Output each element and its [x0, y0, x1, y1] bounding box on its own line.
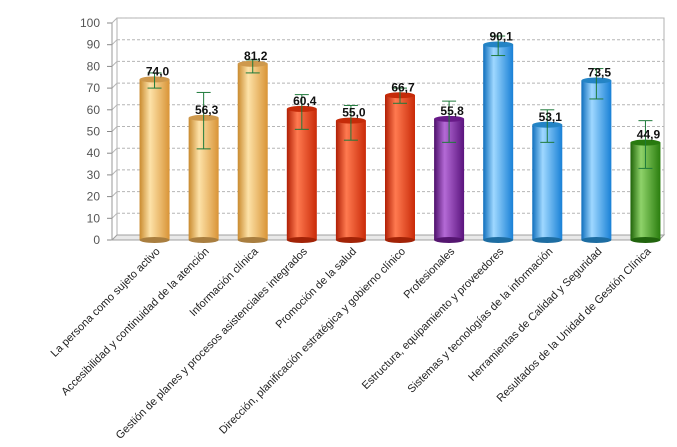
x-tick-label: Promoción de la salud: [274, 246, 359, 331]
x-tick-label: Profesionales: [402, 245, 458, 301]
gridline-depth: [111, 82, 118, 89]
bar-base: [286, 237, 317, 243]
bar-base: [237, 237, 268, 243]
y-tick-label: 100: [80, 16, 100, 30]
y-tick-label: 20: [87, 190, 101, 204]
bar-body: [483, 44, 514, 240]
bar: [286, 105, 317, 243]
bar-base: [188, 237, 219, 243]
error-bar: [245, 59, 260, 74]
data-label: 56,3: [195, 103, 219, 117]
error-bar: [343, 104, 358, 141]
bar-base: [434, 237, 465, 243]
gridline-depth: [111, 61, 118, 67]
gridline-depth: [111, 147, 118, 154]
data-label: 90,1: [490, 29, 514, 43]
bar: [581, 77, 612, 243]
data-label: 53,1: [539, 110, 563, 124]
error-bar: [147, 72, 162, 89]
gridline-depth: [111, 104, 118, 111]
y-tick-label: 40: [87, 146, 101, 160]
bar-body: [286, 108, 317, 240]
bar-body: [532, 124, 563, 240]
bar: [532, 121, 563, 243]
bar-body: [581, 80, 612, 240]
data-label: 55,0: [342, 106, 366, 120]
gridline-depth: [111, 212, 118, 219]
bar-base: [139, 237, 170, 243]
data-label: 44,9: [637, 128, 661, 142]
data-label: 66,7: [391, 80, 415, 94]
x-axis-labels: La persona como sujeto activoAccesibilid…: [49, 245, 655, 442]
data-label: 73,5: [588, 66, 612, 80]
y-tick-label: 90: [87, 38, 101, 52]
y-tick-label: 10: [87, 211, 101, 225]
error-bar: [638, 120, 653, 169]
data-label: 81,2: [244, 49, 268, 63]
bar: [139, 76, 170, 243]
y-tick-label: 50: [87, 125, 101, 139]
error-bar: [589, 68, 604, 100]
y-tick-label: 0: [93, 233, 100, 247]
data-label: 74,0: [146, 64, 170, 78]
bar-base: [483, 237, 514, 243]
y-tick-label: 30: [87, 168, 101, 182]
gridline-depth: [111, 191, 118, 197]
error-bar: [196, 91, 211, 150]
bar-body: [139, 79, 170, 240]
bars: [139, 41, 661, 243]
gridline-depth: [111, 126, 118, 132]
bar-base: [335, 237, 366, 243]
y-tick-label: 60: [87, 103, 101, 117]
error-bar: [393, 87, 407, 104]
x-tick-label: Gestión de planes y procesos asistencial…: [114, 245, 310, 441]
error-bar: [294, 94, 309, 130]
bar-body: [237, 63, 268, 240]
data-labels: 74,0 56,3 81,2 60,4 55,0 66,7 55,8 90,1 53,1 73,5…: [146, 29, 661, 141]
y-tick-label: 80: [87, 59, 101, 73]
bar-base: [532, 237, 563, 243]
bar-base: [385, 237, 415, 243]
gridline-depth: [111, 17, 118, 24]
error-bar: [442, 100, 457, 143]
data-label: 60,4: [293, 94, 317, 108]
error-bars: [147, 35, 653, 169]
data-label: 55,8: [440, 104, 464, 118]
bar-base: [630, 237, 661, 243]
bar-base: [581, 237, 612, 243]
y-tick-label: 70: [87, 81, 101, 95]
bar: [237, 60, 268, 243]
bar-body: [385, 95, 415, 240]
bar: [483, 41, 514, 243]
gridline-depth: [111, 39, 118, 46]
bar: [385, 92, 415, 243]
gridline-depth: [111, 169, 118, 176]
error-bar: [540, 109, 555, 143]
x-tick-label: Dirección, planificación estratégica y g…: [217, 246, 408, 437]
error-bar: [491, 35, 506, 57]
